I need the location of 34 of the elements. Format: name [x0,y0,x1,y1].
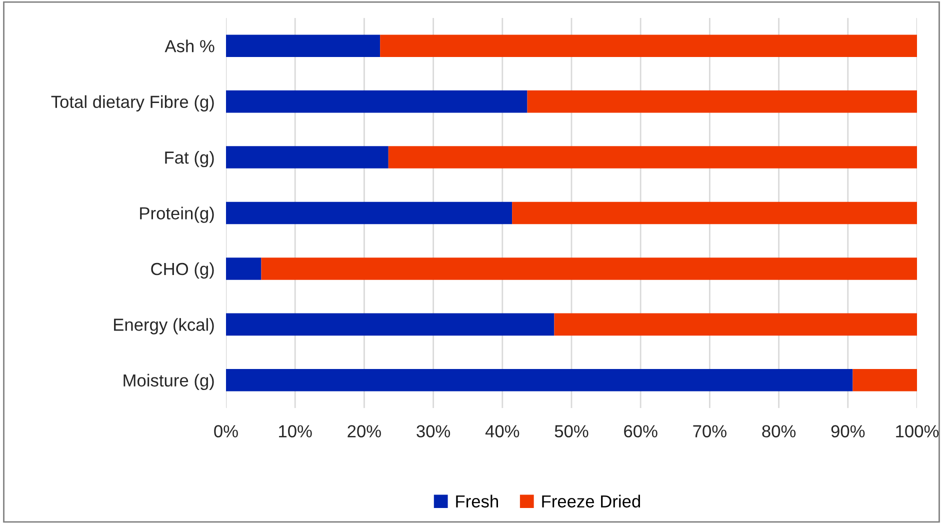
x-tick-label: 90% [831,425,865,438]
legend-label: Fresh [456,494,498,508]
bar [527,90,917,113]
x-tick-label: 0% [214,425,238,438]
bar [226,258,262,280]
legend-label: Freeze Dried [542,494,640,508]
x-tick-label: 70% [693,425,726,438]
bar [261,258,917,280]
x-tick-label: 30% [416,425,450,438]
y-tick-label: Ash % [164,40,214,52]
bar [226,146,388,168]
y-tick-label: Moisture (g) [124,374,214,390]
bar [226,202,512,224]
x-tick-label: 20% [348,425,381,438]
y-tick-label: Total dietary Fibre (g) [51,95,214,112]
x-tick-label: 50% [554,425,588,438]
bar [512,202,917,224]
y-tick-label: CHO (g) [151,262,214,279]
y-tick-label: Energy (kcal) [114,318,214,334]
bar [226,369,853,392]
bar [554,313,917,336]
y-tick-label: Fat (g) [165,150,214,168]
x-tick-label: 40% [485,425,520,438]
x-tick-label: 100% [896,425,939,438]
x-tick-label: 60% [624,425,658,438]
bar [226,34,380,57]
bar [852,369,917,392]
bar [226,313,554,336]
x-tick-label: 10% [279,425,312,438]
bar [226,90,528,113]
y-tick-label: Protein(g) [140,206,214,223]
x-tick-label: 80% [762,425,796,438]
bar [388,146,917,168]
bar [380,34,917,57]
